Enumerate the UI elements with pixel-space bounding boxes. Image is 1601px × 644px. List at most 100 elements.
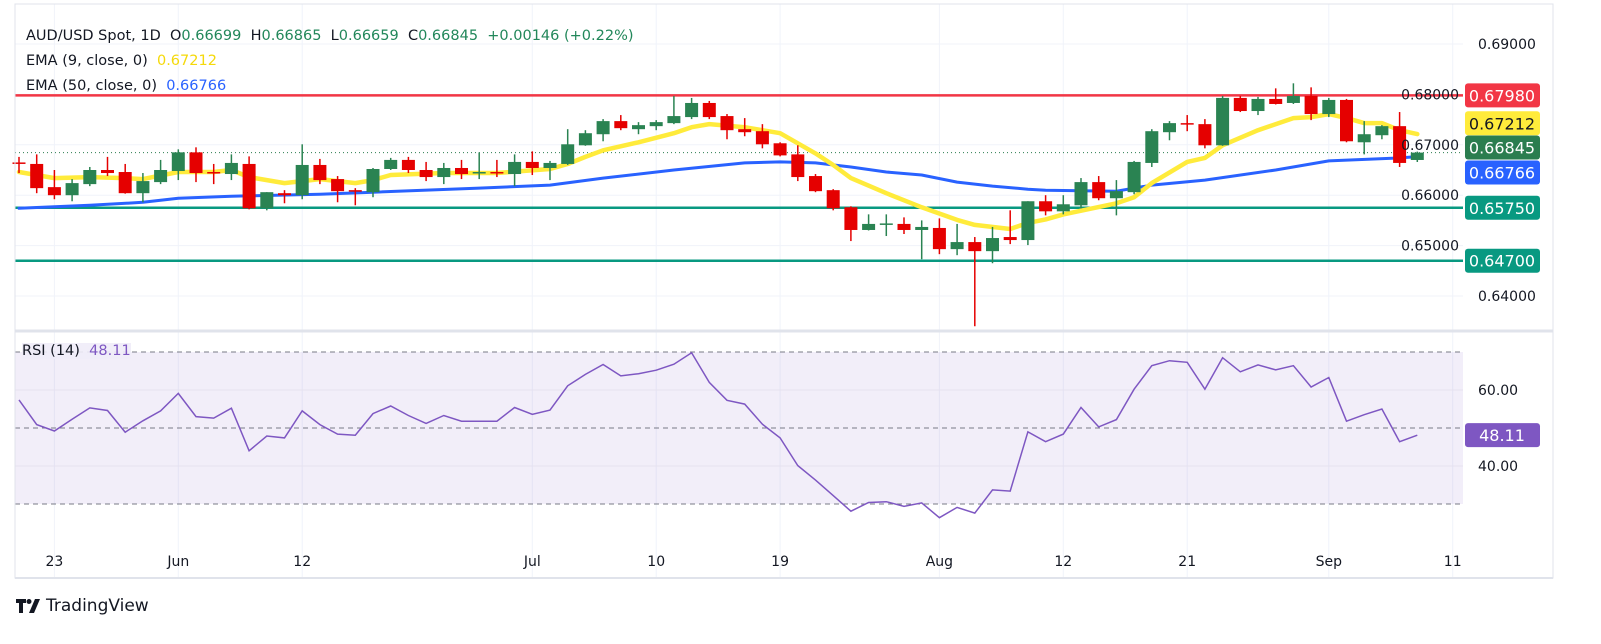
candle xyxy=(1393,112,1407,167)
candle xyxy=(224,154,238,181)
candle-body xyxy=(419,170,433,178)
candle-body xyxy=(525,161,539,168)
candle xyxy=(702,100,716,120)
price-label-badge xyxy=(1465,83,1540,108)
candle xyxy=(1304,87,1318,121)
candle xyxy=(932,218,946,255)
candle xyxy=(543,160,557,181)
ohlc-high: 0.66865 xyxy=(261,28,322,44)
candle xyxy=(614,115,628,131)
candle xyxy=(1233,95,1247,113)
candle xyxy=(1251,96,1265,116)
candle-body xyxy=(455,167,468,175)
candle-body xyxy=(207,172,221,174)
candle-body xyxy=(844,207,858,230)
chart-frame xyxy=(14,3,1554,579)
candle-body xyxy=(950,242,964,250)
candle xyxy=(118,163,132,194)
candle-body xyxy=(561,144,575,164)
candle xyxy=(65,179,79,202)
candle xyxy=(83,166,97,187)
candle xyxy=(1092,176,1106,201)
candle xyxy=(1003,210,1017,245)
candle xyxy=(508,154,522,187)
candle-body xyxy=(649,122,663,127)
price-label-text: 0.67212 xyxy=(1469,114,1535,133)
candle-body xyxy=(826,190,840,209)
price-tick-label: 0.64000 xyxy=(1478,289,1536,305)
rsi-value-label: 48.11 xyxy=(1479,426,1525,445)
candle-body xyxy=(508,161,522,175)
candle-body xyxy=(1322,99,1336,115)
candle xyxy=(1039,195,1053,216)
candle xyxy=(260,192,274,211)
candle-body xyxy=(702,102,716,118)
candle xyxy=(738,118,752,137)
rsi-line xyxy=(18,351,1418,519)
tradingview-logo[interactable]: TradingView xyxy=(16,596,149,616)
candle xyxy=(136,173,150,203)
candle xyxy=(809,174,822,193)
price-tick-label: 0.68000 xyxy=(1401,87,1459,103)
candle xyxy=(366,167,380,198)
candle-body xyxy=(897,223,911,230)
candle xyxy=(242,156,256,210)
ema50-legend[interactable]: EMA (50, close, 0) 0.66766 xyxy=(26,78,226,94)
time-tick-label: 11 xyxy=(1444,554,1462,570)
candle xyxy=(879,214,893,237)
candle xyxy=(12,156,26,174)
candle xyxy=(773,142,787,157)
time-axis[interactable]: 23 Jun 12 Jul 10 19 Aug 12 21 Sep 11 xyxy=(45,554,1461,570)
price-tick-label: 0.69000 xyxy=(1478,37,1536,53)
candle xyxy=(295,144,309,200)
candle xyxy=(419,161,433,182)
candle xyxy=(313,158,327,185)
time-tick-label: 12 xyxy=(1054,554,1072,570)
price-tick-label: 0.66000 xyxy=(1401,188,1459,204)
symbol-title: AUD/USD Spot, 1D xyxy=(26,28,161,44)
price-label-text: 0.66845 xyxy=(1469,139,1535,158)
candle-body xyxy=(1357,134,1371,143)
ohlc-high-key: H xyxy=(250,28,262,44)
candles xyxy=(12,83,1424,327)
candle xyxy=(154,159,168,185)
horizontal-levels xyxy=(15,94,1463,262)
price-label-badge xyxy=(1465,135,1540,160)
ema50-legend-value: 0.66766 xyxy=(166,78,227,94)
candle xyxy=(1198,119,1212,149)
candle xyxy=(1269,88,1283,105)
candle-body xyxy=(1410,152,1424,160)
candle xyxy=(490,159,504,178)
candle-body xyxy=(1286,95,1300,103)
candle xyxy=(897,217,911,235)
time-tick-label: Jun xyxy=(166,554,189,570)
candle xyxy=(101,156,114,177)
candle xyxy=(1375,125,1389,140)
candle-body xyxy=(47,187,61,196)
price-tick-label: 0.67000 xyxy=(1401,138,1459,154)
price-change: +0.00146 (+0.22%) xyxy=(487,28,634,44)
candle-body xyxy=(171,152,185,172)
ema50-legend-label: EMA (50, close, 0) xyxy=(26,78,157,94)
candle-body xyxy=(915,226,929,230)
rsi-tick-label: 60.00 xyxy=(1478,383,1518,399)
ema9-legend[interactable]: EMA (9, close, 0) 0.67212 xyxy=(26,53,217,69)
rsi-value-badge xyxy=(1465,423,1540,448)
tradingview-logo-icon xyxy=(16,599,40,613)
candle-body xyxy=(189,152,203,174)
candle-body xyxy=(224,162,238,175)
candle-body xyxy=(260,192,274,209)
rsi-pane[interactable]: 60.00 40.00 48.11 xyxy=(15,351,1540,519)
candle xyxy=(1074,178,1088,209)
rsi-legend[interactable]: RSI (14) 48.11 xyxy=(22,343,131,359)
price-label-badge xyxy=(1465,111,1540,136)
candle-body xyxy=(1074,182,1088,206)
candle-body xyxy=(12,162,26,164)
ohlc-open: 0.66699 xyxy=(181,28,242,44)
candle xyxy=(455,159,468,180)
candle xyxy=(1286,83,1300,104)
price-axis[interactable]: 0.69000 0.68000 0.67000 0.66000 0.65000 0.640… xyxy=(1401,37,1540,305)
candle-body xyxy=(632,125,645,130)
candle-body xyxy=(348,190,362,192)
